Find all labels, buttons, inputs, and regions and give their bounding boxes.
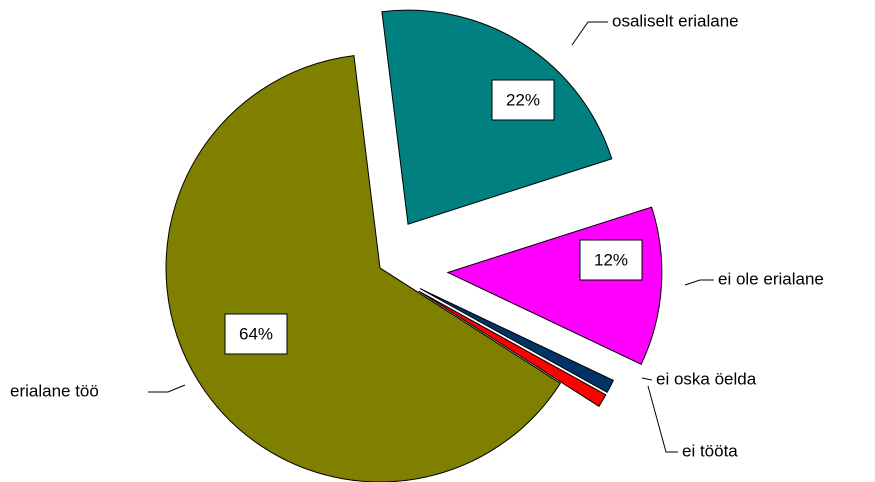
- pie-slice: [419, 288, 615, 393]
- pie-slice: [165, 55, 561, 482]
- leader-line: [641, 377, 653, 381]
- leader-line: [647, 385, 678, 453]
- category-label: erialane töö: [10, 381, 99, 400]
- category-label: ei tööta: [682, 441, 738, 460]
- category-label: ei ole erialane: [718, 269, 824, 288]
- leader-line: [148, 384, 186, 393]
- leader-line: [571, 21, 608, 46]
- leader-line: [684, 279, 714, 286]
- category-label: ei oska öelda: [656, 369, 757, 388]
- category-label: osaliselt erialane: [612, 11, 739, 30]
- pie-slice: [418, 290, 607, 408]
- value-label-box: [224, 313, 288, 355]
- value-label-box: [491, 79, 555, 121]
- value-label: 64%: [239, 324, 273, 343]
- value-label: 22%: [506, 90, 540, 109]
- value-label: 12%: [594, 250, 628, 269]
- value-label-box: [579, 239, 643, 281]
